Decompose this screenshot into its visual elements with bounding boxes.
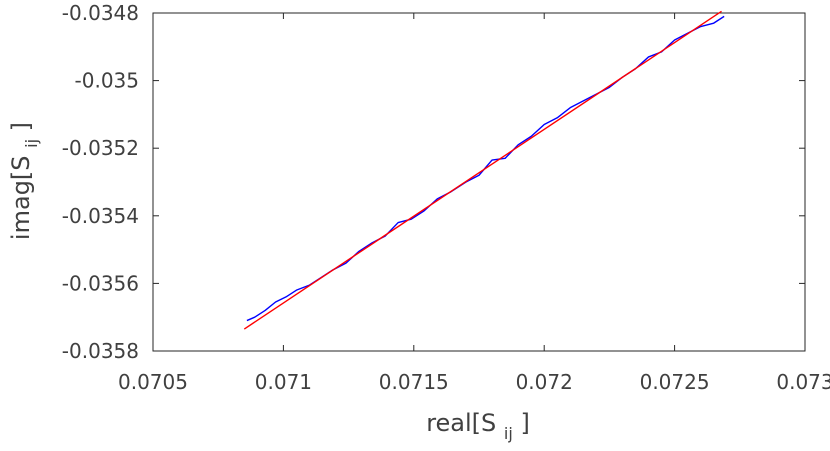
x-axis-label-close: ] [520, 409, 529, 437]
y-axis-label: imag[S ij ] [7, 122, 43, 240]
x-tick-label: 0.0725 [640, 370, 710, 394]
y-tick-label: -0.0348 [62, 1, 139, 25]
x-axis-label: real[S ij ] [426, 409, 530, 445]
series-layer [243, 10, 725, 330]
y-tick-label: -0.0358 [62, 339, 139, 363]
y-tick-label: -0.0356 [62, 271, 139, 295]
series-line-fit [243, 10, 722, 330]
y-tick-label: -0.035 [75, 69, 139, 93]
x-tick-label: 0.071 [255, 370, 312, 394]
x-axis-label-main: real[S [426, 409, 496, 437]
y-axis-label-close: ] [7, 122, 35, 131]
y-axis-label-main: imag[S [7, 155, 35, 240]
x-tick-label: 0.072 [516, 370, 573, 394]
x-tick-label: 0.073 [776, 370, 830, 394]
axes-frame [152, 12, 806, 352]
plot-area [152, 12, 806, 352]
x-axis: 0.0705 0.071 0.0715 0.072 0.0725 0.073 [118, 13, 830, 394]
x-tick-label: 0.0705 [118, 370, 188, 394]
y-axis: -0.0358 -0.0356 -0.0354 -0.0352 -0.035 -0.034… [62, 1, 805, 363]
y-tick-label: -0.0354 [62, 204, 139, 228]
y-axis-label-sub: ij [22, 139, 41, 148]
x-tick-label: 0.0715 [379, 370, 449, 394]
y-tick-label: -0.0352 [62, 136, 139, 160]
x-axis-label-sub: ij [504, 424, 513, 443]
